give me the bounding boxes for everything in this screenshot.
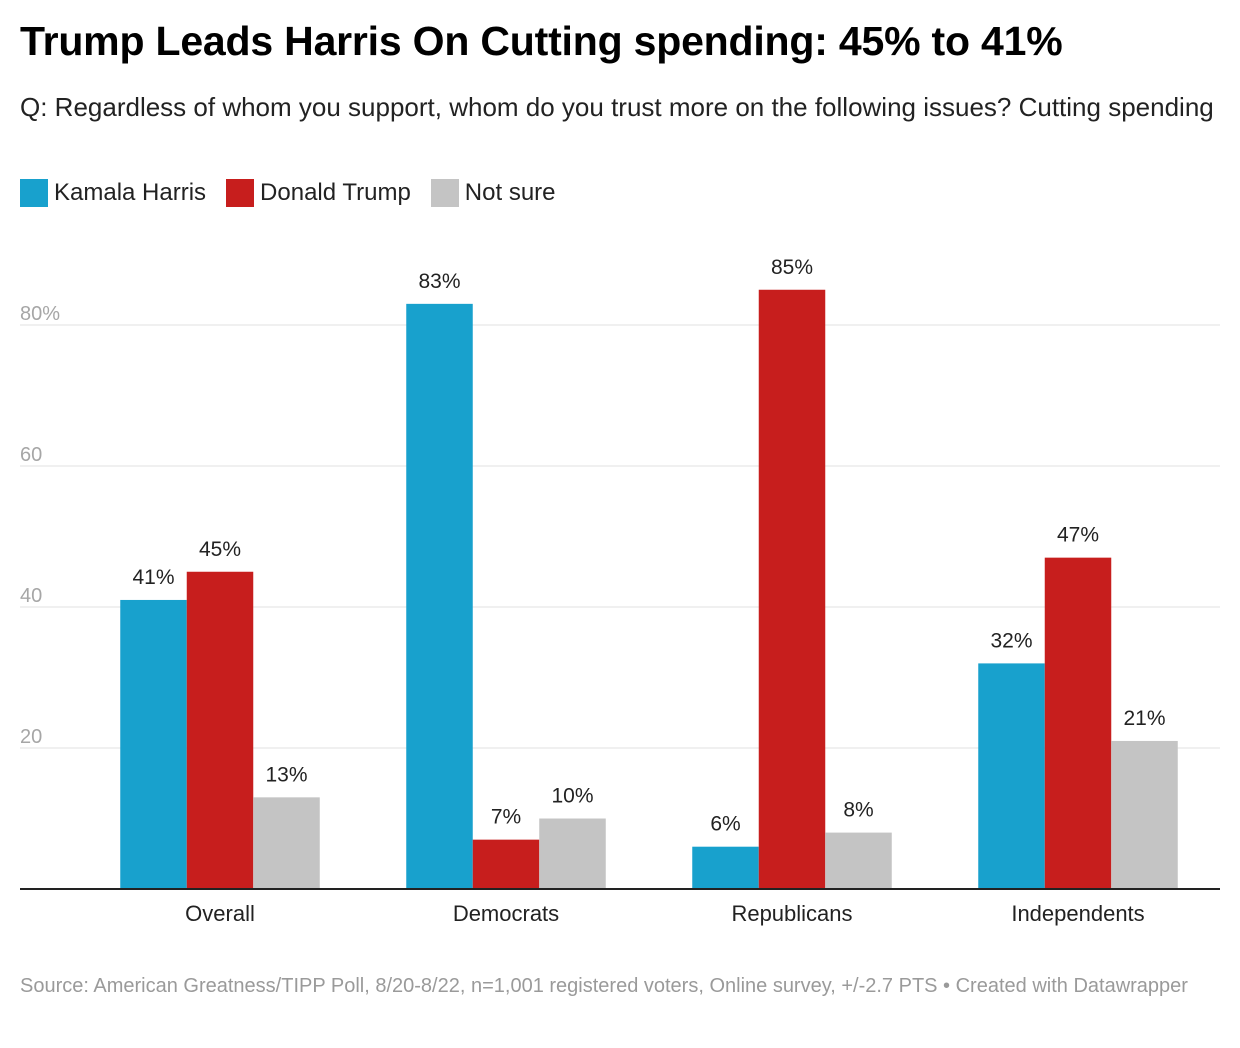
legend-label-trump: Donald Trump: [260, 179, 411, 206]
bar-4-2: [1044, 557, 1112, 889]
legend-swatch-trump: [226, 179, 255, 207]
data-label-3-1: 6%: [710, 813, 740, 836]
bar-2-2: [472, 839, 540, 889]
x-category-label-3: Republicans: [731, 901, 852, 926]
legend-item-harris: Kamala Harris: [20, 179, 206, 207]
data-label-2-1: 83%: [418, 270, 460, 293]
data-label-2-3: 10%: [551, 785, 593, 808]
data-label-4-2: 47%: [1057, 524, 1099, 547]
bar-chart: 20 40 60 80% 41% 45% 13% Overall 83% 7% 10% Democra…: [20, 256, 1220, 926]
y-tick-label-20: 20: [20, 726, 42, 748]
data-label-2-2: 7%: [491, 806, 521, 829]
bar-2-1: [406, 303, 473, 890]
legend-item-not-sure: Not sure: [430, 179, 556, 207]
data-label-1-2: 45%: [199, 538, 241, 561]
legend-item-trump: Donald Trump: [226, 179, 411, 207]
chart-title: Trump Leads Harris On Cutting spending: …: [20, 18, 1063, 64]
bar-4-3: [1111, 740, 1178, 889]
bar-1-1: [120, 599, 187, 889]
data-label-1-1: 41%: [132, 566, 174, 589]
bar-3-1: [692, 846, 759, 889]
x-category-label-1: Overall: [185, 901, 255, 926]
y-tick-label-60: 60: [20, 444, 42, 466]
bar-2-3: [539, 818, 606, 889]
source-footer: Source: American Greatness/TIPP Poll, 8/…: [20, 975, 1188, 997]
legend-swatch-not-sure: [430, 179, 459, 207]
bar-3-3: [825, 832, 892, 889]
data-label-1-3: 13%: [265, 763, 307, 786]
x-category-label-4: Independents: [1011, 901, 1144, 926]
y-tick-label-40: 40: [20, 585, 42, 607]
data-label-4-3: 21%: [1123, 707, 1165, 730]
bar-1-3: [253, 797, 320, 889]
bar-3-2: [758, 289, 826, 889]
legend: Kamala Harris Donald Trump Not sure: [20, 179, 576, 207]
bar-1-2: [186, 571, 254, 889]
data-label-4-1: 32%: [990, 629, 1032, 652]
data-label-3-2: 85%: [771, 256, 813, 279]
legend-swatch-harris: [20, 179, 48, 207]
bar-4-1: [978, 663, 1045, 889]
legend-label-harris: Kamala Harris: [54, 179, 207, 206]
y-tick-label-80: 80%: [20, 303, 60, 325]
x-category-label-2: Democrats: [453, 901, 559, 926]
legend-label-not-sure: Not sure: [464, 179, 556, 206]
data-label-3-3: 8%: [843, 799, 873, 822]
chart-subtitle: Q: Regardless of whom you support, whom …: [20, 92, 1214, 122]
